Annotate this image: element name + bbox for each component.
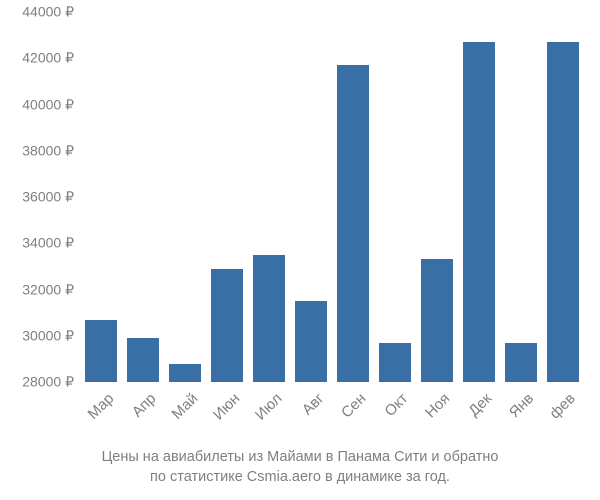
- y-tick-label: 40000 ₽: [22, 96, 74, 113]
- y-axis: 28000 ₽30000 ₽32000 ₽34000 ₽36000 ₽38000…: [0, 12, 80, 382]
- bar: [337, 65, 370, 382]
- price-chart: 28000 ₽ 30000 ₽ 32000 ₽ 34000 ₽ 36000 ₽ 38000…: [0, 0, 600, 500]
- x-tick-label: Апр: [128, 390, 159, 421]
- bar: [463, 42, 496, 382]
- x-tick-label: Май: [168, 390, 201, 423]
- y-tick-label: 32000 ₽: [22, 281, 74, 298]
- bars-layer: [80, 12, 584, 382]
- caption-line-2: по статистике Csmia.aero в динамике за г…: [0, 468, 600, 488]
- x-tick-label: Мар: [84, 390, 117, 423]
- y-tick-label: 34000 ₽: [22, 235, 74, 252]
- y-tick-label: 28000 ₽: [22, 374, 74, 391]
- bar: [379, 343, 412, 382]
- x-tick-label: Дек: [465, 390, 495, 420]
- bar: [547, 42, 580, 382]
- y-tick-label: 36000 ₽: [22, 189, 74, 206]
- x-tick-label: Июл: [251, 390, 285, 424]
- bar: [421, 259, 454, 382]
- x-tick-label: Ноя: [422, 390, 453, 421]
- x-axis: Мар Апр Май ИюнИюл Авг Сен Окт Ноя Дек Янвфев: [80, 386, 584, 446]
- x-tick-label: Авг: [298, 390, 327, 419]
- y-tick-label: 42000 ₽: [22, 50, 74, 67]
- x-tick-label: Сен: [338, 390, 369, 421]
- x-tick-label: фев: [547, 390, 579, 422]
- x-tick-label: Янв: [506, 390, 537, 421]
- bar: [169, 364, 202, 383]
- bar: [505, 343, 538, 382]
- plot-area: [80, 12, 584, 382]
- y-tick-label: 30000 ₽: [22, 327, 74, 344]
- x-tick-label: Июн: [210, 390, 243, 423]
- caption-line-1: Цены на авиабилеты из Майами в Панама Си…: [0, 448, 600, 468]
- bar: [85, 320, 118, 382]
- y-tick-label: 44000 ₽: [22, 4, 74, 21]
- y-tick-label: 38000 ₽: [22, 142, 74, 159]
- x-tick-label: Окт: [381, 390, 411, 420]
- chart-caption: Цены на авиабилеты из Майами в Панама Си…: [0, 448, 600, 487]
- bar: [295, 301, 328, 382]
- bar: [253, 255, 286, 382]
- bar: [127, 338, 160, 382]
- bar: [211, 269, 244, 382]
